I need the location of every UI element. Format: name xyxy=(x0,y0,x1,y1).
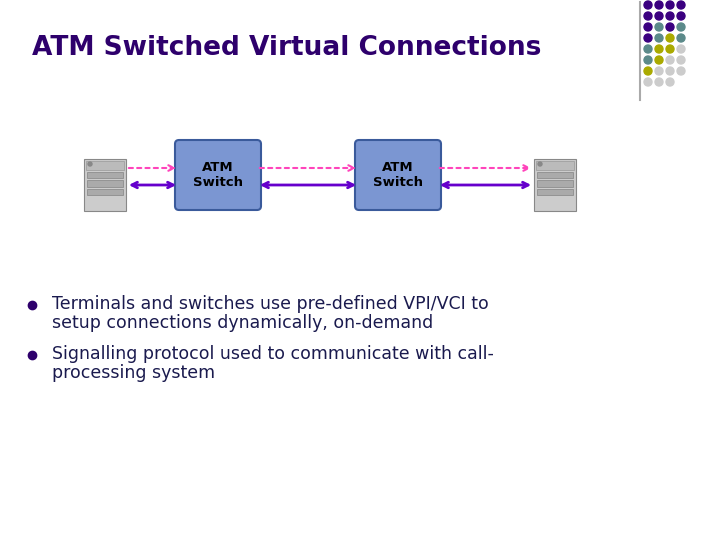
Circle shape xyxy=(655,45,663,53)
Circle shape xyxy=(677,12,685,20)
FancyBboxPatch shape xyxy=(355,140,441,210)
Circle shape xyxy=(666,23,674,31)
Circle shape xyxy=(644,12,652,20)
Circle shape xyxy=(677,23,685,31)
FancyBboxPatch shape xyxy=(537,180,573,186)
Circle shape xyxy=(666,12,674,20)
Circle shape xyxy=(666,34,674,42)
Text: ATM Switched Virtual Connections: ATM Switched Virtual Connections xyxy=(32,35,541,61)
FancyBboxPatch shape xyxy=(87,188,123,195)
Circle shape xyxy=(677,56,685,64)
Circle shape xyxy=(666,45,674,53)
Text: ATM
Switch: ATM Switch xyxy=(193,161,243,189)
Circle shape xyxy=(655,67,663,75)
FancyBboxPatch shape xyxy=(84,159,126,211)
Circle shape xyxy=(666,56,674,64)
Circle shape xyxy=(538,162,542,166)
Circle shape xyxy=(655,56,663,64)
Circle shape xyxy=(644,56,652,64)
Text: Terminals and switches use pre-defined VPI/VCI to: Terminals and switches use pre-defined V… xyxy=(52,295,489,313)
FancyBboxPatch shape xyxy=(175,140,261,210)
Circle shape xyxy=(666,67,674,75)
Circle shape xyxy=(655,78,663,86)
FancyBboxPatch shape xyxy=(87,180,123,186)
Circle shape xyxy=(655,1,663,9)
Circle shape xyxy=(644,34,652,42)
FancyBboxPatch shape xyxy=(534,159,576,211)
Circle shape xyxy=(88,162,92,166)
FancyBboxPatch shape xyxy=(536,161,574,170)
Text: processing system: processing system xyxy=(52,364,215,382)
Circle shape xyxy=(655,23,663,31)
FancyBboxPatch shape xyxy=(537,172,573,178)
Circle shape xyxy=(644,23,652,31)
FancyBboxPatch shape xyxy=(87,172,123,178)
Circle shape xyxy=(677,1,685,9)
Circle shape xyxy=(644,78,652,86)
Circle shape xyxy=(677,67,685,75)
Circle shape xyxy=(677,34,685,42)
Circle shape xyxy=(644,45,652,53)
Circle shape xyxy=(655,34,663,42)
Circle shape xyxy=(666,78,674,86)
FancyBboxPatch shape xyxy=(86,161,124,170)
Circle shape xyxy=(644,1,652,9)
Circle shape xyxy=(644,67,652,75)
Text: setup connections dynamically, on-demand: setup connections dynamically, on-demand xyxy=(52,314,433,332)
Text: Signalling protocol used to communicate with call-: Signalling protocol used to communicate … xyxy=(52,345,494,363)
Circle shape xyxy=(677,45,685,53)
Circle shape xyxy=(655,12,663,20)
FancyBboxPatch shape xyxy=(537,188,573,195)
Circle shape xyxy=(666,1,674,9)
Text: ATM
Switch: ATM Switch xyxy=(373,161,423,189)
